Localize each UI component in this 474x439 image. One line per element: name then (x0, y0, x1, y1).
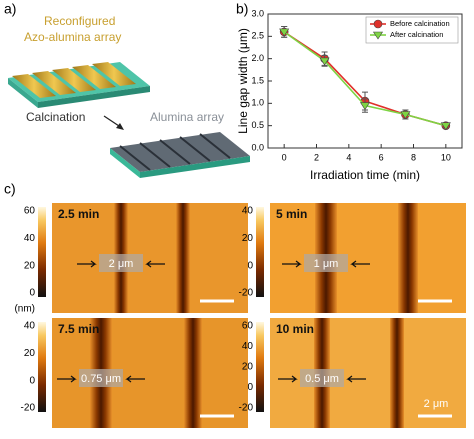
panel-label: b) (236, 1, 248, 17)
afm-image: 40 20 0 -20 7.5 min 0.75 μm (21, 318, 248, 428)
gap-label: 0.5 μm (305, 373, 339, 385)
afm-background (52, 203, 248, 313)
colorbar (38, 322, 46, 412)
y-tick-label: 3.0 (251, 8, 264, 18)
schematic-label: Calcination (26, 110, 85, 124)
x-tick-label: 6 (379, 152, 384, 162)
gap-label: 1 μm (314, 258, 339, 270)
y-tick-label: 2.0 (251, 53, 264, 63)
afm-time: 10 min (276, 322, 314, 336)
panel-label: a) (4, 1, 16, 17)
schematic-label: Reconfigured (44, 14, 115, 28)
x-axis-label: Irradiation time (min) (310, 168, 420, 182)
y-tick-label: 0.5 (251, 120, 264, 130)
afm-image: 60 40 20 0 -20 10 min 0.5 μm 2 μm (239, 318, 466, 428)
colorbar-tick-label: 0 (29, 288, 35, 299)
y-tick-label: 1.5 (251, 75, 264, 85)
colorbar-tick-label: 40 (24, 321, 36, 332)
afm-stripe (176, 203, 190, 313)
y-axis-label: Line gap width (μm) (236, 28, 250, 134)
point (400, 111, 411, 120)
colorbar-tick-label: 0 (29, 375, 35, 386)
gap-arrows (77, 260, 165, 268)
afm-image: 60 40 20 0 (nm) 2.5 min 2 μm (14, 203, 248, 315)
y-tick-label: 2.5 (251, 31, 264, 41)
gap-label-box (99, 254, 143, 272)
panel-label: c) (4, 181, 16, 197)
colorbar-tick-label: 40 (242, 341, 254, 352)
point (279, 28, 290, 37)
gap-label: 2 μm (109, 258, 134, 270)
gap-arrows (278, 375, 366, 383)
colorbar-tick-label: -20 (239, 403, 254, 414)
colorbar-tick-label: 0 (247, 382, 253, 393)
afm-stripe (390, 318, 404, 428)
legend-label: After calcination (390, 30, 443, 39)
colorbar-tick-label: -20 (239, 288, 254, 299)
afm-stripe (398, 203, 418, 313)
colorbar-tick-label: 0 (247, 260, 253, 271)
afm-background (270, 203, 466, 313)
scale-label: 2 μm (424, 398, 449, 410)
colorbar-tick-label: 40 (24, 233, 36, 244)
colorbar-tick-label: 20 (242, 233, 254, 244)
legend-label: Before calcination (390, 19, 450, 28)
x-tick-label: 0 (282, 152, 287, 162)
x-tick-label: 2 (314, 152, 319, 162)
gap-label: 0.75 μm (81, 373, 121, 385)
gap-arrows (282, 260, 370, 268)
gap-label-box (300, 369, 344, 387)
point (319, 57, 330, 66)
y-tick-label: 1.0 (251, 98, 264, 108)
schematic-label: Alumina array (150, 110, 224, 124)
gap-label-box (79, 369, 123, 387)
colorbar-tick-label: 40 (242, 206, 254, 217)
x-tick-label: 4 (346, 152, 351, 162)
afm-stripe (184, 318, 202, 428)
point (440, 122, 451, 131)
colorbar-tick-label: 20 (242, 362, 254, 373)
schematic-label: Azo-alumina array (24, 30, 121, 44)
colorbar (256, 322, 264, 412)
colorbar-tick-label: 60 (242, 321, 254, 332)
afm-time: 5 min (276, 207, 307, 221)
afm-time: 2.5 min (58, 207, 99, 221)
colorbar (256, 207, 264, 297)
afm-time: 7.5 min (58, 322, 99, 336)
colorbar-unit: (nm) (14, 304, 35, 315)
x-tick-label: 8 (411, 152, 416, 162)
point (373, 19, 383, 29)
gap-label-box (304, 254, 348, 272)
x-tick-label: 10 (441, 152, 451, 162)
colorbar-tick-label: -20 (21, 403, 36, 414)
colorbar (38, 207, 46, 297)
y-tick-label: 0.0 (251, 142, 264, 152)
point (359, 102, 371, 111)
point (372, 31, 384, 40)
gap-arrows (57, 375, 145, 383)
afm-image: 40 20 0 -20 5 min 1 μm (239, 203, 466, 313)
schematic (8, 62, 250, 178)
colorbar-tick-label: 20 (24, 260, 36, 271)
colorbar-tick-label: 20 (24, 348, 36, 359)
colorbar-tick-label: 60 (24, 206, 36, 217)
